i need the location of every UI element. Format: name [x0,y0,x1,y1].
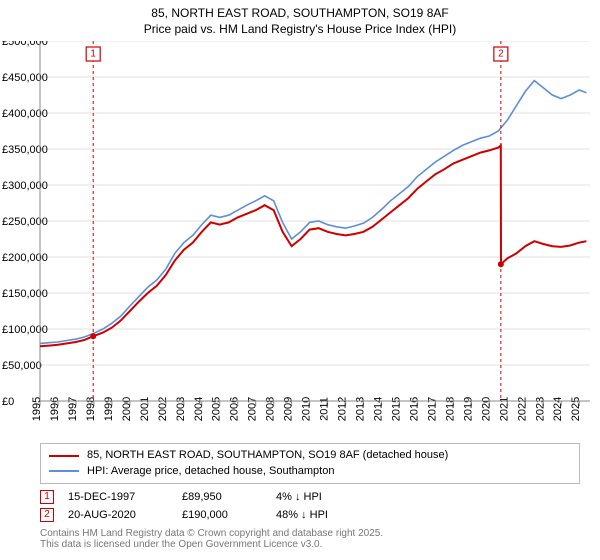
svg-text:1998: 1998 [85,397,97,421]
svg-text:2012: 2012 [337,397,349,421]
sale-row-2: 2 20-AUG-2020 £190,000 48% ↓ HPI [40,506,580,524]
svg-text:£100,000: £100,000 [2,324,48,336]
svg-text:1996: 1996 [49,397,61,421]
sale-date-1: 15-DEC-1997 [68,491,168,503]
svg-text:2021: 2021 [498,397,510,421]
legend-row-1: 85, NORTH EAST ROAD, SOUTHAMPTON, SO19 8… [49,448,571,463]
svg-text:£150,000: £150,000 [2,288,48,300]
legend-label-1: 85, NORTH EAST ROAD, SOUTHAMPTON, SO19 8… [87,448,448,463]
svg-text:2007: 2007 [247,397,259,421]
svg-text:2010: 2010 [301,397,313,421]
svg-text:2014: 2014 [373,397,385,421]
svg-text:£300,000: £300,000 [2,180,48,192]
svg-text:2017: 2017 [426,397,438,421]
legend-row-2: HPI: Average price, detached house, Sout… [49,464,571,479]
sale-row-1: 1 15-DEC-1997 £89,950 4% ↓ HPI [40,488,580,506]
chart-title-1: 85, NORTH EAST ROAD, SOUTHAMPTON, SO19 8… [0,6,600,22]
svg-text:£50,000: £50,000 [2,360,42,372]
svg-text:2022: 2022 [516,397,528,421]
footer-line-1: Contains HM Land Registry data © Crown c… [40,528,580,539]
footer-attribution: Contains HM Land Registry data © Crown c… [40,528,580,550]
svg-text:£250,000: £250,000 [2,216,48,228]
svg-text:2003: 2003 [175,397,187,421]
sale-marker-1: 1 [40,490,54,504]
svg-text:2005: 2005 [211,397,223,421]
sales-block: 1 15-DEC-1997 £89,950 4% ↓ HPI 2 20-AUG-… [40,488,580,524]
sale-marker-2: 2 [40,508,54,522]
sale-marker-2-num: 2 [44,509,50,520]
svg-text:£0: £0 [2,396,14,408]
svg-text:1999: 1999 [103,397,115,421]
svg-text:£450,000: £450,000 [2,72,48,84]
legend-label-2: HPI: Average price, detached house, Sout… [87,464,334,479]
svg-text:2015: 2015 [390,397,402,421]
svg-text:1997: 1997 [67,397,79,421]
svg-text:2004: 2004 [193,397,205,421]
sale-marker-1-num: 1 [44,491,50,502]
svg-text:2000: 2000 [121,397,133,421]
svg-text:1995: 1995 [31,397,43,421]
svg-text:£200,000: £200,000 [2,252,48,264]
footer-line-2: This data is licensed under the Open Gov… [40,539,580,550]
svg-text:1: 1 [90,49,96,60]
svg-text:2016: 2016 [408,397,420,421]
svg-text:2024: 2024 [552,397,564,421]
chart-title-2: Price paid vs. HM Land Registry's House … [0,22,600,38]
svg-text:2018: 2018 [444,397,456,421]
price-chart: £0 £50,000 £100,000 £150,000 £200,000 £250,00… [0,41,600,441]
svg-text:£350,000: £350,000 [2,144,48,156]
svg-text:2001: 2001 [139,397,151,421]
svg-text:2006: 2006 [229,397,241,421]
svg-text:2002: 2002 [157,397,169,421]
sale-price-1: £89,950 [182,491,262,503]
svg-text:2: 2 [498,49,504,60]
svg-text:2020: 2020 [480,397,492,421]
svg-text:£400,000: £400,000 [2,108,48,120]
sale-diff-2: 48% ↓ HPI [276,509,328,521]
svg-text:2013: 2013 [355,397,367,421]
sale-price-2: £190,000 [182,509,262,521]
svg-text:2009: 2009 [283,397,295,421]
svg-text:2023: 2023 [534,397,546,421]
svg-text:2025: 2025 [570,397,582,421]
svg-text:2019: 2019 [462,397,474,421]
sale-diff-1: 4% ↓ HPI [276,491,322,503]
legend-swatch-2 [49,470,79,472]
legend-box: 85, NORTH EAST ROAD, SOUTHAMPTON, SO19 8… [40,443,580,484]
sale-date-2: 20-AUG-2020 [68,509,168,521]
svg-text:2008: 2008 [265,397,277,421]
chart-container: £0 £50,000 £100,000 £150,000 £200,000 £250,00… [0,41,600,441]
legend-swatch-1 [49,455,79,457]
svg-text:£500,000: £500,000 [2,41,48,48]
chart-title-block: 85, NORTH EAST ROAD, SOUTHAMPTON, SO19 8… [0,0,600,41]
